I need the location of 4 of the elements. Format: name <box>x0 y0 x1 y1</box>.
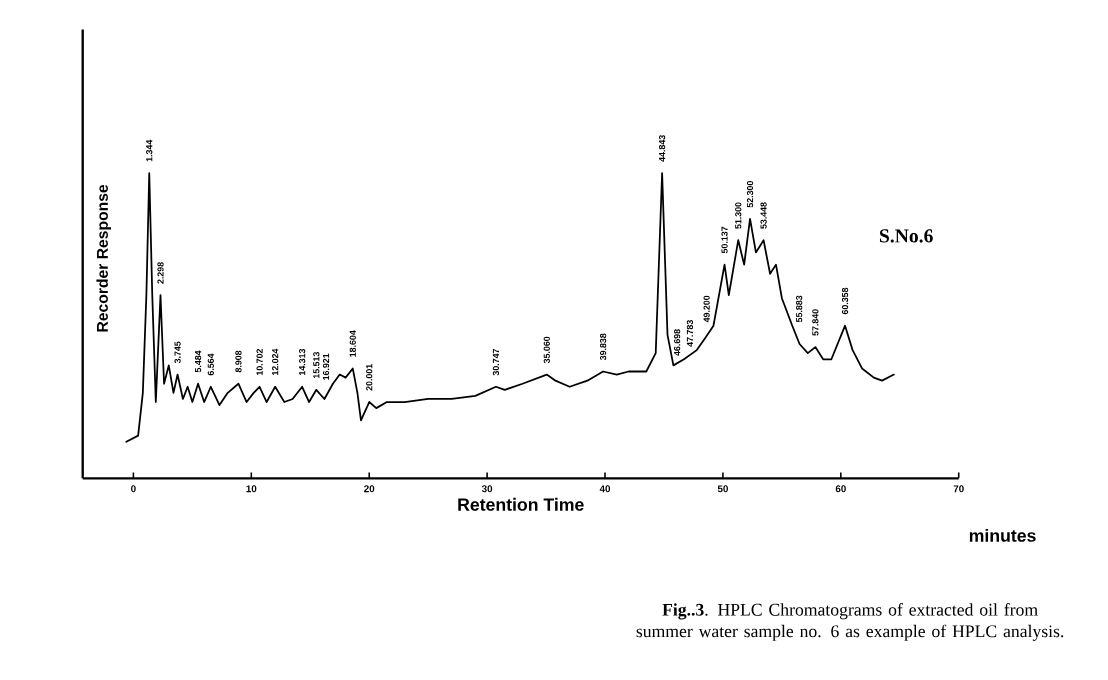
x-axis-title: Retention Time <box>458 498 584 512</box>
text: Fig..3. HPLC Chromatograms of extracted oil from summer water sample no. 6 as example of HPLC analysis. <box>636 603 1064 642</box>
annotation: S.No.6 <box>879 229 933 244</box>
text: minutes <box>969 529 1036 543</box>
